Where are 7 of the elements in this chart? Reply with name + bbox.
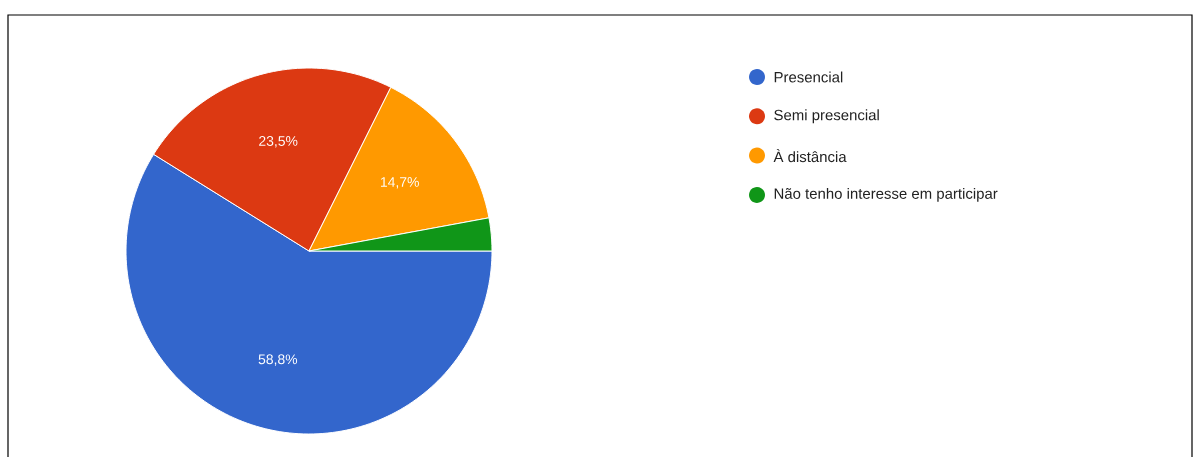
data-label: 58,8% bbox=[258, 354, 298, 366]
legend-label: Presencial bbox=[774, 71, 843, 83]
data-label: 14,7% bbox=[380, 177, 419, 189]
legend-label: Semi presencial bbox=[774, 109, 879, 124]
legend-label: À distância bbox=[773, 149, 847, 163]
legend-label: Não tenho interesse em participar bbox=[774, 187, 998, 202]
data-label: 23,5% bbox=[259, 136, 298, 148]
